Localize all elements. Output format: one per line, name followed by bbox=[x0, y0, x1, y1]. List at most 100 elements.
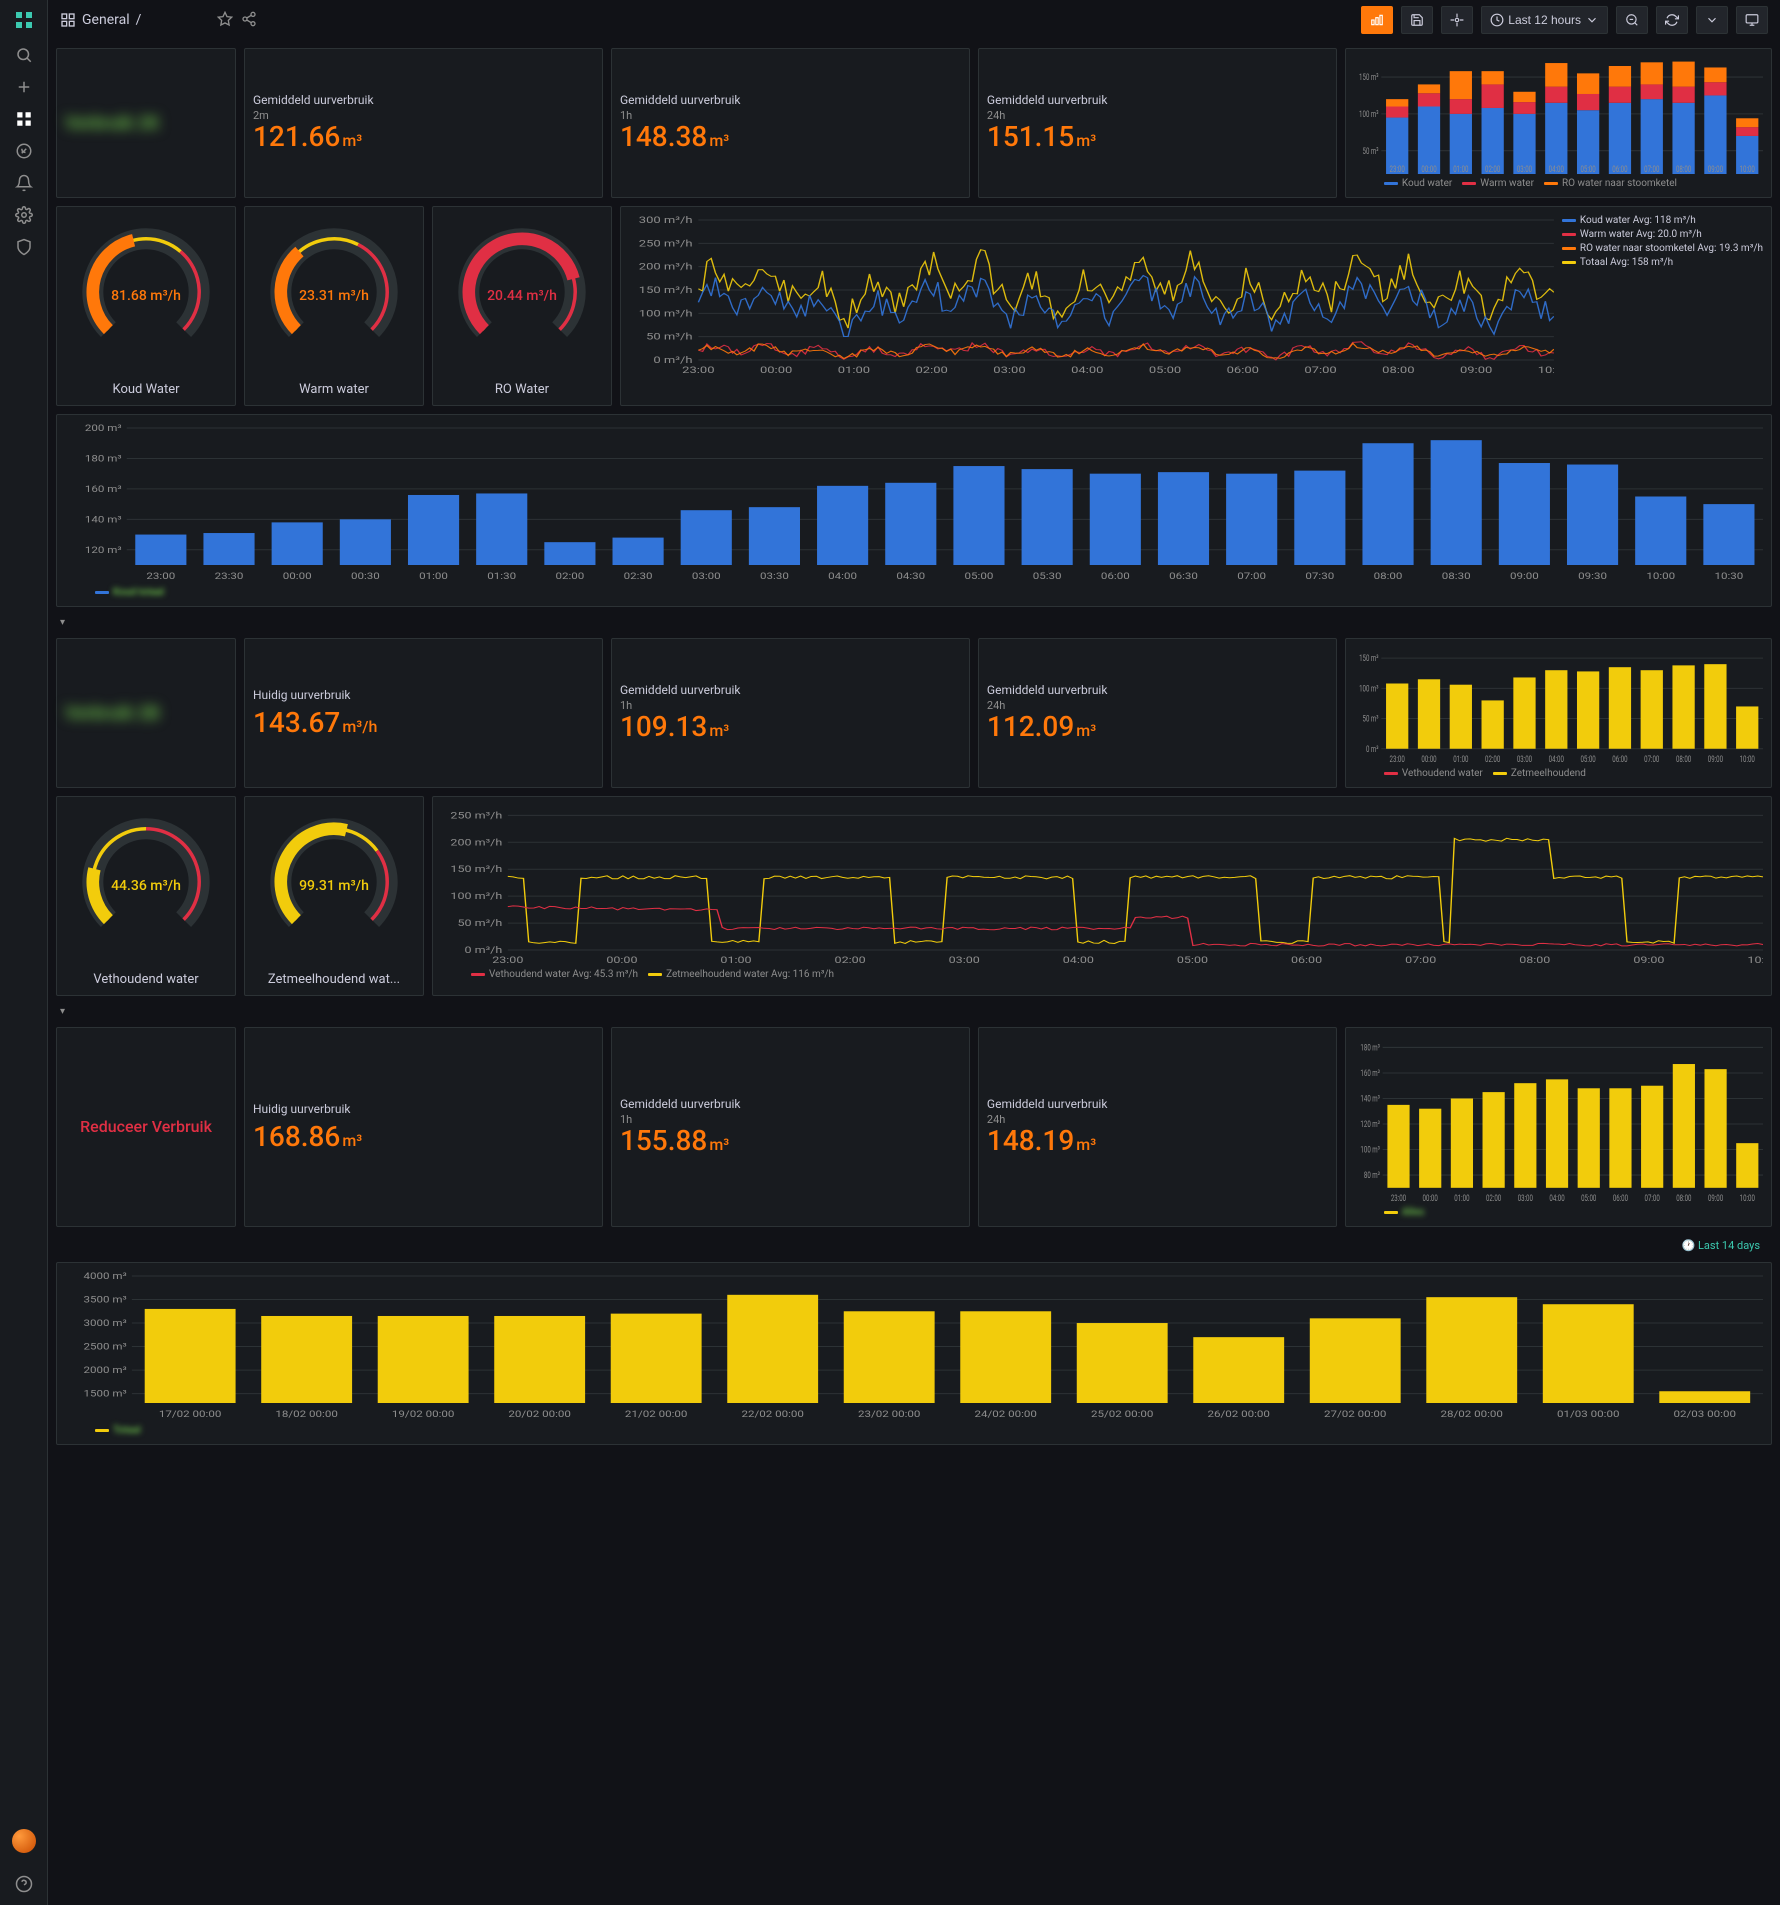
svg-text:07:30: 07:30 bbox=[1305, 570, 1334, 581]
svg-text:100 m³/h: 100 m³/h bbox=[450, 891, 502, 902]
svg-text:05:30: 05:30 bbox=[1033, 570, 1062, 581]
svg-text:300 m³/h: 300 m³/h bbox=[639, 215, 693, 225]
refresh-dropdown[interactable] bbox=[1696, 6, 1728, 34]
gauge-title: RO Water bbox=[495, 382, 549, 397]
stacked-bar-chart[interactable]: 50 m³100 m³150 m³23:0000:0001:0002:0003:… bbox=[1345, 48, 1772, 198]
stat-value: 168.86 bbox=[253, 1120, 340, 1153]
save-button[interactable] bbox=[1401, 6, 1433, 34]
svg-text:07:00: 07:00 bbox=[1304, 365, 1336, 375]
svg-text:21/02 00:00: 21/02 00:00 bbox=[625, 1408, 688, 1419]
stat-value: 148.38 bbox=[620, 120, 707, 153]
search-icon[interactable] bbox=[15, 46, 33, 64]
svg-text:24/02 00:00: 24/02 00:00 bbox=[974, 1408, 1037, 1419]
svg-text:02:00: 02:00 bbox=[1486, 1193, 1501, 1203]
svg-text:05:00: 05:00 bbox=[1580, 164, 1596, 174]
svg-text:2000 m³: 2000 m³ bbox=[83, 1364, 126, 1375]
tv-button[interactable] bbox=[1736, 6, 1768, 34]
breadcrumb-root[interactable]: General bbox=[82, 12, 130, 28]
legend-label: Koud totaal bbox=[113, 587, 164, 598]
section2-title: Verbruik 2B bbox=[65, 703, 227, 724]
zoom-out-button[interactable] bbox=[1616, 6, 1648, 34]
timeseries-chart-1[interactable]: 0 m³/h50 m³/h100 m³/h150 m³/h200 m³/h250… bbox=[620, 206, 1772, 406]
alert-icon[interactable] bbox=[15, 174, 33, 192]
stat-panel-huidig: Huidig uurverbruik 168.86m³ bbox=[244, 1027, 603, 1227]
dashboards-icon[interactable] bbox=[15, 110, 33, 128]
svg-text:4000 m³: 4000 m³ bbox=[83, 1271, 126, 1282]
svg-text:04:00: 04:00 bbox=[828, 570, 857, 581]
section2-title-panel: Verbruik 2B bbox=[56, 638, 236, 788]
share-icon[interactable] bbox=[241, 11, 257, 30]
svg-text:07:00: 07:00 bbox=[1405, 955, 1436, 965]
star-icon[interactable] bbox=[217, 11, 233, 30]
svg-text:50 m³/h: 50 m³/h bbox=[646, 332, 693, 342]
row-collapse-icon[interactable]: ▾ bbox=[56, 1004, 1772, 1019]
plus-icon[interactable] bbox=[15, 78, 33, 96]
stat-label: Gemiddeld uurverbruik bbox=[987, 683, 1328, 697]
stat-value: 109.13 bbox=[620, 710, 707, 743]
svg-text:06:00: 06:00 bbox=[1612, 754, 1627, 764]
svg-text:00:00: 00:00 bbox=[1421, 754, 1436, 764]
gauge-title: Koud Water bbox=[112, 382, 179, 397]
svg-text:00:00: 00:00 bbox=[283, 570, 312, 581]
svg-text:120 m³: 120 m³ bbox=[85, 544, 122, 555]
svg-text:3500 m³: 3500 m³ bbox=[83, 1294, 126, 1305]
svg-text:06:00: 06:00 bbox=[1613, 1193, 1628, 1203]
gauge-panel[interactable]: 20.44 m³/hRO Water bbox=[432, 206, 612, 406]
breadcrumb-sep: / bbox=[136, 12, 142, 28]
svg-text:26/02 00:00: 26/02 00:00 bbox=[1207, 1408, 1270, 1419]
stat-panel-1h: Gemiddeld uurverbruik 1h 155.88m³ bbox=[611, 1027, 970, 1227]
shield-icon[interactable] bbox=[15, 238, 33, 256]
svg-text:50 m³: 50 m³ bbox=[1362, 713, 1378, 724]
breadcrumb[interactable]: General / bbox=[60, 12, 141, 28]
svg-text:160 m³: 160 m³ bbox=[85, 483, 122, 494]
section1-title: Verbruik 2K bbox=[65, 113, 227, 134]
svg-text:00:00: 00:00 bbox=[1422, 1193, 1437, 1203]
svg-text:04:00: 04:00 bbox=[1549, 754, 1564, 764]
section3-title-panel: Reduceer Verbruik bbox=[56, 1027, 236, 1227]
refresh-button[interactable] bbox=[1656, 6, 1688, 34]
gear-icon[interactable] bbox=[15, 206, 33, 224]
timeseries-chart-2[interactable]: 0 m³/h50 m³/h100 m³/h150 m³/h200 m³/h250… bbox=[432, 796, 1772, 996]
logo-icon[interactable] bbox=[12, 8, 36, 32]
timerange-button[interactable]: Last 12 hours bbox=[1481, 6, 1608, 34]
svg-text:10:00: 10:00 bbox=[1538, 365, 1554, 375]
add-panel-button[interactable] bbox=[1361, 6, 1393, 34]
gauge-panel[interactable]: 99.31 m³/hZetmeelhoudend wat... bbox=[244, 796, 424, 996]
svg-text:04:00: 04:00 bbox=[1063, 955, 1094, 965]
bar-chart-section2[interactable]: 0 m³50 m³100 m³150 m³23:0000:0001:0002:0… bbox=[1345, 638, 1772, 788]
stat-panel-1h: Gemiddeld uurverbruik 1h 148.38m³ bbox=[611, 48, 970, 198]
bar-chart-section3[interactable]: 80 m³100 m³120 m³140 m³160 m³180 m³23:00… bbox=[1345, 1027, 1772, 1227]
explore-icon[interactable] bbox=[15, 142, 33, 160]
svg-text:10:00: 10:00 bbox=[1739, 754, 1754, 764]
svg-text:08:00: 08:00 bbox=[1676, 1193, 1691, 1203]
svg-text:05:00: 05:00 bbox=[965, 570, 994, 581]
svg-text:01:00: 01:00 bbox=[720, 955, 751, 965]
svg-text:00:00: 00:00 bbox=[606, 955, 637, 965]
svg-text:22/02 00:00: 22/02 00:00 bbox=[741, 1408, 804, 1419]
timerange-badge[interactable]: 🕐 Last 14 days bbox=[56, 1235, 1772, 1254]
settings-button[interactable] bbox=[1441, 6, 1473, 34]
gauge-panel[interactable]: 81.68 m³/hKoud Water bbox=[56, 206, 236, 406]
stat-panel-1h: Gemiddeld uurverbruik 1h 109.13m³ bbox=[611, 638, 970, 788]
svg-text:18/02 00:00: 18/02 00:00 bbox=[275, 1408, 338, 1419]
stat-label: Gemiddeld uurverbruik bbox=[253, 93, 594, 107]
gauge-panel[interactable]: 23.31 m³/hWarm water bbox=[244, 206, 424, 406]
svg-text:08:00: 08:00 bbox=[1382, 365, 1414, 375]
svg-text:150 m³/h: 150 m³/h bbox=[450, 864, 502, 875]
svg-text:03:00: 03:00 bbox=[1517, 164, 1533, 174]
svg-text:23:00: 23:00 bbox=[1391, 1193, 1406, 1203]
svg-text:23:00: 23:00 bbox=[1389, 164, 1405, 174]
svg-text:02:00: 02:00 bbox=[835, 955, 866, 965]
bar-chart-14days[interactable]: 1500 m³2000 m³2500 m³3000 m³3500 m³4000 … bbox=[56, 1262, 1772, 1445]
svg-text:07:00: 07:00 bbox=[1644, 754, 1659, 764]
svg-text:2500 m³: 2500 m³ bbox=[83, 1341, 126, 1352]
avatar[interactable] bbox=[12, 1829, 36, 1853]
svg-text:25/02 00:00: 25/02 00:00 bbox=[1091, 1408, 1154, 1419]
svg-text:06:00: 06:00 bbox=[1612, 164, 1628, 174]
bar-chart-halfhour[interactable]: 120 m³140 m³160 m³180 m³200 m³23:0023:30… bbox=[56, 414, 1772, 607]
svg-text:23:00: 23:00 bbox=[682, 365, 714, 375]
svg-text:3000 m³: 3000 m³ bbox=[83, 1317, 126, 1328]
help-icon[interactable] bbox=[15, 1875, 33, 1893]
row-collapse-icon[interactable]: ▾ bbox=[56, 615, 1772, 630]
gauge-panel[interactable]: 44.36 m³/hVethoudend water bbox=[56, 796, 236, 996]
